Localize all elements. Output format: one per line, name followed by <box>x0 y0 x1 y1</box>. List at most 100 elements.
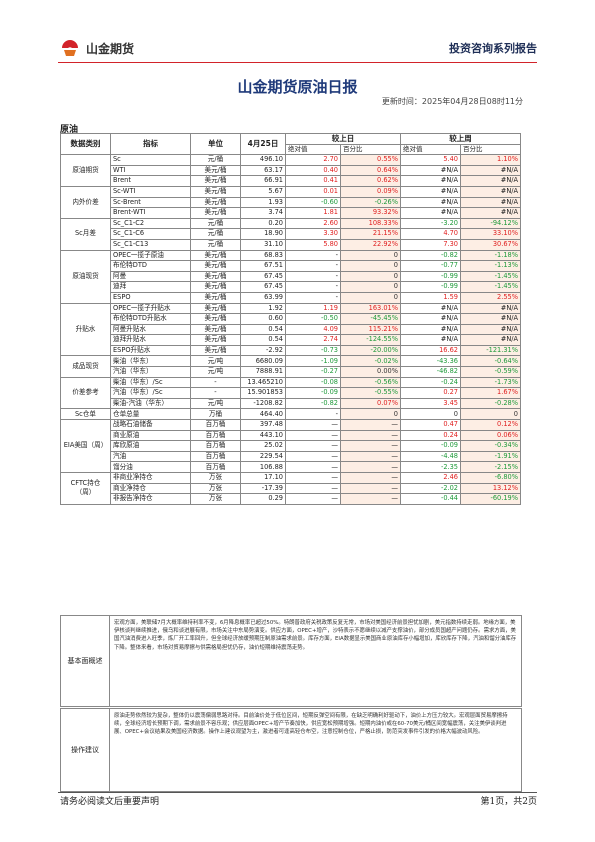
unit-cell: 元/桶 <box>190 217 241 230</box>
value-cell: -2.92 <box>240 344 286 357</box>
indicator-cell: Sc_C1-C13 <box>110 238 191 251</box>
value-cell: -0.59% <box>460 366 521 378</box>
value-cell: -2.15% <box>460 461 521 473</box>
value-cell: -0.09 <box>285 387 341 399</box>
value-cell: 0.24 <box>400 429 461 442</box>
value-cell: 0.41 <box>285 175 341 187</box>
value-cell: — <box>340 493 401 505</box>
value-cell: 2.55% <box>460 291 521 304</box>
value-cell: 4.70 <box>400 228 461 240</box>
value-cell: 16.62 <box>400 344 461 357</box>
value-cell: 21.15% <box>340 228 401 240</box>
indicator-cell: OPEC一揽子原油 <box>110 249 191 262</box>
value-cell: — <box>285 419 341 431</box>
value-cell: -1.13% <box>460 260 521 272</box>
report-title: 山金期货原油日报 <box>237 78 358 96</box>
value-cell: -45.45% <box>340 313 401 325</box>
value-cell: #N/A <box>400 164 461 177</box>
value-cell: — <box>340 419 401 431</box>
indicator-cell: ESPO升贴水 <box>110 344 191 357</box>
value-cell: 1.93 <box>240 196 286 209</box>
value-cell: 163.01% <box>340 302 401 315</box>
data-row: 非报告净持仓 万张 0.29— — -0.44 -60.19% <box>61 493 521 505</box>
value-cell: #N/A <box>400 302 461 315</box>
value-cell: 5.67 <box>240 185 286 198</box>
category-cell: EIA美国（周） <box>60 419 111 473</box>
indicator-cell: 汽油 <box>110 450 191 463</box>
footer-divider <box>58 792 537 793</box>
value-cell: #N/A <box>460 323 521 336</box>
value-cell: #N/A <box>400 313 461 325</box>
data-row: 原油现货 OPEC一揽子原油 美元/桶 68.83-0 -0.82 -1.18% <box>60 249 521 304</box>
summary-text: 宏观方面，美联储7月大概率维持利率不变，6月降息概率已超过50%。特朗普政府关税… <box>114 620 517 651</box>
unit-cell: 元/桶 <box>190 154 241 166</box>
data-row: Sc_C1-C13 元/桶 31.10 5.80 22.92% 7.30 30.67% <box>61 238 521 251</box>
value-cell: 0 <box>340 291 401 304</box>
value-cell: -1.45% <box>460 281 521 293</box>
data-row: 内外价差 Sc-WTI 美元/桶 5.67 0.01 0.09% #N/A #N/A <box>60 185 521 219</box>
column-header: 4月25日 <box>240 132 286 156</box>
indicator-cell: 汽油（华东） <box>110 366 191 378</box>
value-cell: #N/A <box>460 164 521 177</box>
unit-cell: 元/吨 <box>190 397 241 410</box>
series-label: 投资咨询系列报告 <box>449 42 537 55</box>
indicator-cell: 阿曼升贴水 <box>110 323 191 336</box>
value-cell: 2.46 <box>400 472 461 484</box>
data-row: 汽油 百万桶 229.54— — -4.48 -1.91% <box>61 450 521 463</box>
value-cell: -0.44 <box>400 493 461 505</box>
category-cell: 升贴水 <box>60 302 111 357</box>
value-cell: 31.10 <box>240 238 286 251</box>
unit-cell: 万桶 <box>190 408 241 421</box>
value-cell: -0.60 <box>285 196 341 209</box>
indicator-cell: 布伦特DTD <box>110 260 191 272</box>
update-time: 更新时间：2025年04月28日08时11分 <box>381 97 523 106</box>
data-row: 成品现货 柴油（华东） 元/吨 6680.09 -1.09 -0.02% -43.36 -0.… <box>60 355 521 378</box>
indicator-cell: 非商业净持仓 <box>110 472 191 484</box>
indicator-cell: WTI <box>110 164 191 177</box>
category-cell: CFTC持仓（周） <box>60 472 111 505</box>
data-row: 价差参考 柴油（华东）/Sc -13.465210 -0.08 -0.56% -0.24-… <box>60 376 521 410</box>
unit-cell: 元/吨 <box>190 355 241 368</box>
unit-cell: 美元/桶 <box>190 302 241 315</box>
value-cell: 7.30 <box>400 238 461 251</box>
unit-cell: 元/桶 <box>190 228 241 240</box>
indicator-cell: 柴油（华东） <box>110 355 191 368</box>
value-cell: — <box>285 429 341 442</box>
value-cell: — <box>285 440 341 452</box>
value-cell: 3.74 <box>240 207 286 219</box>
unit-cell: 百万桶 <box>190 419 241 431</box>
value-cell: 25.02 <box>240 440 286 452</box>
indicator-cell: 非报告净持仓 <box>110 493 191 505</box>
value-cell: #N/A <box>400 323 461 336</box>
category-cell: 原油现货 <box>60 249 111 304</box>
value-cell: 0.54 <box>240 323 286 336</box>
data-row: Sc仓单 仓单总量 万桶 464.40-0 0 0 <box>60 408 521 421</box>
value-cell: 0.55% <box>340 154 401 166</box>
value-cell: 67.51 <box>240 260 286 272</box>
value-cell: -0.99 <box>400 281 461 293</box>
subcolumn-header: 绝对值 <box>400 143 461 156</box>
unit-cell: 美元/桶 <box>190 281 241 293</box>
data-row: Sc-Brent 美元/桶 1.93 -0.60 -0.26% #N/A #N/A <box>61 196 521 209</box>
unit-cell: 美元/桶 <box>190 164 241 177</box>
value-cell: 0 <box>340 281 401 293</box>
value-cell: 1.10% <box>460 154 521 166</box>
unit-cell: 美元/桶 <box>190 270 241 283</box>
value-cell: 5.80 <box>285 238 341 251</box>
value-cell: 397.48 <box>240 419 286 431</box>
value-cell: 22.92% <box>340 238 401 251</box>
value-cell: -0.27 <box>285 366 341 378</box>
value-cell: 67.45 <box>240 281 286 293</box>
indicator-cell: 商业原油 <box>110 429 191 442</box>
value-cell: 0.01 <box>285 185 341 198</box>
value-cell: -0.82 <box>285 397 341 410</box>
value-cell: #N/A <box>400 185 461 198</box>
subheader-row: 绝对值 百分比 绝对值 百分比 <box>61 143 521 156</box>
indicator-cell: 馏分油 <box>110 461 191 473</box>
value-cell: 1.67% <box>460 387 521 399</box>
value-cell: -94.12% <box>460 217 521 230</box>
value-cell: -1208.82 <box>240 397 286 410</box>
value-cell: 2.60 <box>285 217 341 230</box>
value-cell: 1.59 <box>400 291 461 304</box>
indicator-cell: 迪拜升贴水 <box>110 334 191 346</box>
